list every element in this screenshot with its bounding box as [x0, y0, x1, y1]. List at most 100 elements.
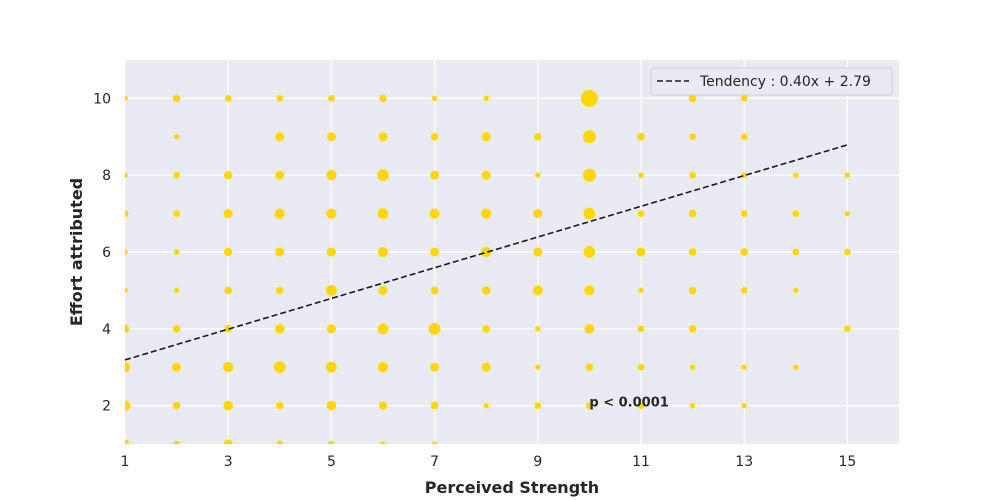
data-point — [326, 400, 337, 411]
data-point — [481, 170, 491, 180]
data-point — [125, 362, 131, 373]
data-point — [173, 171, 180, 179]
data-point — [533, 132, 542, 141]
y-tick-label: 2 — [102, 399, 111, 415]
data-point — [741, 402, 747, 409]
data-point — [428, 322, 441, 335]
data-point — [173, 210, 180, 217]
data-point — [172, 324, 181, 333]
data-point — [688, 324, 697, 333]
data-point — [431, 441, 438, 444]
data-point — [223, 439, 233, 444]
data-point — [688, 209, 697, 218]
data-point — [172, 94, 181, 103]
data-point — [483, 402, 489, 409]
data-point — [125, 95, 128, 102]
data-point — [125, 210, 129, 217]
data-point — [740, 133, 748, 141]
data-point — [377, 169, 389, 182]
data-point — [431, 95, 438, 102]
data-point — [844, 248, 851, 256]
data-point — [125, 287, 128, 294]
data-point — [276, 440, 284, 444]
data-point — [377, 208, 389, 220]
data-point — [689, 364, 696, 370]
data-point — [481, 132, 491, 142]
data-point — [636, 247, 646, 257]
data-point — [328, 95, 335, 102]
data-point — [793, 364, 799, 370]
data-point — [223, 209, 233, 219]
data-point — [535, 172, 541, 178]
data-point — [585, 363, 594, 372]
data-point — [173, 287, 180, 294]
data-point — [637, 402, 645, 409]
data-point — [223, 362, 234, 373]
data-point — [638, 172, 644, 178]
data-point — [689, 171, 696, 179]
data-point — [583, 207, 596, 220]
data-point — [430, 286, 439, 295]
data-point — [125, 400, 131, 411]
p-value-annotation: p < 0.0001 — [589, 396, 668, 411]
x-tick-label: 9 — [533, 454, 542, 470]
data-point — [377, 246, 389, 258]
data-point — [125, 172, 128, 178]
data-point — [125, 249, 128, 255]
data-point — [844, 172, 851, 178]
data-point — [125, 324, 130, 333]
data-point — [740, 248, 749, 256]
data-point — [637, 210, 645, 217]
data-points — [125, 89, 851, 444]
data-point — [224, 247, 233, 257]
data-point — [224, 286, 233, 295]
data-point — [430, 170, 440, 180]
data-point — [481, 362, 491, 372]
data-point — [224, 324, 233, 333]
data-point — [173, 440, 180, 444]
data-point — [533, 209, 543, 219]
data-point — [740, 95, 748, 102]
data-point — [584, 323, 595, 334]
data-point — [741, 364, 747, 370]
data-point — [481, 208, 492, 219]
data-point — [637, 132, 645, 141]
x-tick-label: 11 — [632, 454, 650, 470]
data-point — [274, 208, 285, 219]
y-axis-label: Effort attributed — [67, 178, 86, 326]
data-point — [275, 286, 284, 295]
data-point — [793, 172, 799, 178]
data-point — [481, 246, 492, 258]
data-point — [534, 402, 542, 409]
data-point — [637, 363, 645, 371]
data-point — [689, 133, 696, 141]
x-tick-labels: 1 3 5 7 9 11 13 15 — [121, 454, 857, 470]
data-point — [326, 324, 336, 334]
data-point — [378, 132, 388, 142]
data-point — [173, 134, 180, 140]
data-point — [584, 285, 595, 296]
data-point — [430, 401, 439, 410]
data-point — [224, 171, 233, 180]
data-point — [638, 287, 644, 294]
x-tick-label: 1 — [121, 454, 130, 470]
data-point — [125, 439, 130, 444]
data-point — [173, 249, 180, 255]
legend-box — [650, 67, 893, 96]
data-point — [326, 247, 336, 257]
data-point — [275, 401, 284, 410]
data-point — [326, 170, 337, 181]
data-point — [275, 132, 285, 142]
x-tick-label: 13 — [735, 454, 753, 470]
data-point — [429, 208, 440, 219]
data-point — [482, 324, 491, 333]
data-point — [224, 95, 232, 102]
data-point — [583, 246, 596, 258]
data-point — [328, 440, 335, 444]
data-point — [535, 326, 541, 332]
data-point — [532, 285, 543, 296]
data-point — [172, 362, 182, 372]
y-tick-label: 4 — [102, 322, 111, 338]
x-tick-label: 3 — [224, 454, 233, 470]
